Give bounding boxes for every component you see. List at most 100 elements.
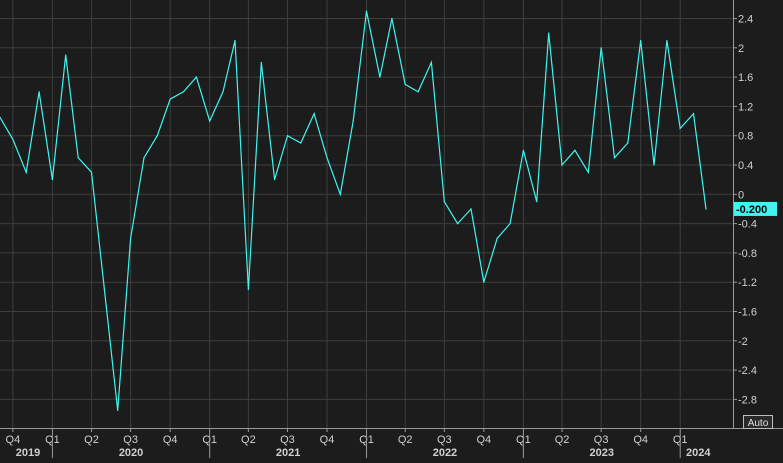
data-point	[417, 91, 419, 93]
data-point	[653, 164, 655, 166]
x-tick-label: Q2	[84, 434, 99, 446]
x-tick-label: Q2	[555, 434, 570, 446]
gridlines	[0, 0, 733, 428]
data-point	[352, 120, 354, 122]
x-axis: Q4 Q1 Q2 Q3 Q4 Q1 Q2 Q3 Q4 Q1 Q2 Q3 Q4 Q1 Q2 Q3 Q4 Q12019…	[0, 428, 783, 459]
data-point	[692, 113, 695, 115]
data-point	[443, 201, 445, 203]
y-tick-label: -0.8	[738, 248, 757, 260]
last-value-badge	[734, 201, 777, 216]
data-point	[483, 281, 485, 283]
x-year-label: 2019	[16, 447, 40, 458]
data-point	[457, 223, 459, 225]
data-point	[666, 39, 668, 42]
x-tick-label: Q2	[241, 434, 256, 446]
y-axis: 2.4 2 1.6 1.2 0.8 0.4 0 -0.4 -0.8 -1.2 -1.6 -2 -2.4 -…	[733, 0, 757, 428]
data-point	[12, 138, 14, 140]
data-point	[209, 120, 211, 122]
data-point	[536, 201, 538, 203]
data-point	[117, 409, 119, 411]
x-tick-label: Q4	[320, 434, 335, 446]
y-tick-label: -0.4	[738, 219, 757, 231]
data-point	[379, 76, 381, 78]
x-tick-label: Q4	[163, 434, 178, 446]
x-tick-label: Q4	[6, 434, 21, 446]
auto-scale-button[interactable]	[743, 415, 773, 429]
data-point	[679, 127, 681, 129]
last-value-label: -0.200	[736, 204, 767, 216]
data-point	[561, 164, 563, 166]
x-tick-label: Q3	[437, 434, 452, 446]
data-point	[705, 208, 707, 210]
data-point	[222, 91, 224, 93]
series	[0, 10, 707, 411]
x-tick-label: Q4	[633, 434, 648, 446]
y-tick-label: 2.4	[738, 14, 753, 26]
y-tick-label: 0.4	[738, 160, 753, 172]
x-tick-label: Q3	[280, 434, 295, 446]
data-point	[313, 113, 315, 115]
data-point	[38, 91, 40, 93]
data-point	[273, 179, 276, 181]
data-point	[247, 288, 249, 291]
data-point	[509, 223, 511, 225]
data-point	[600, 47, 602, 49]
data-point	[548, 32, 550, 34]
x-year-label: 2023	[590, 447, 614, 458]
y-tick-label: 1.6	[738, 72, 753, 84]
data-point	[143, 157, 145, 159]
x-tick-label: Q2	[398, 434, 413, 446]
x-year-label: 2022	[433, 447, 457, 458]
y-tick-label: -1.6	[738, 307, 757, 319]
data-point	[627, 142, 629, 144]
y-tick-label: -2	[738, 336, 748, 348]
overlays: -0.200 Auto	[734, 201, 777, 429]
data-point	[130, 237, 132, 239]
auto-scale-label: Auto	[748, 418, 769, 429]
data-point	[51, 179, 54, 181]
y-tick-label: 1.2	[738, 101, 753, 113]
data-point	[90, 171, 93, 173]
data-point	[286, 135, 289, 137]
y-tick-label: -2.8	[738, 394, 757, 406]
data-point	[574, 149, 576, 151]
y-tick-label: 2	[738, 43, 744, 55]
data-point	[169, 98, 171, 100]
x-axis-panel	[0, 428, 783, 458]
data-point	[430, 61, 433, 64]
data-point	[640, 39, 642, 42]
data-point	[103, 288, 106, 291]
data-point	[77, 157, 79, 159]
y-tick-label: 0.8	[738, 131, 753, 143]
x-tick-label: Q4	[477, 434, 492, 446]
x-tick-label: Q3	[123, 434, 138, 446]
data-point	[234, 39, 236, 42]
data-point	[156, 135, 158, 137]
data-point	[365, 10, 368, 12]
data-point	[496, 237, 498, 239]
data-point	[195, 76, 197, 78]
data-point	[470, 208, 472, 210]
y-tick-label: -1.2	[738, 277, 757, 289]
data-point	[613, 157, 616, 159]
data-point	[260, 61, 262, 64]
data-point	[404, 83, 406, 86]
data-point	[65, 54, 67, 56]
data-point	[300, 142, 302, 144]
data-point	[326, 157, 328, 159]
data-point	[391, 17, 393, 20]
data-point	[587, 171, 589, 173]
x-year-label: 2020	[119, 447, 143, 458]
x-year-label: 2024	[686, 447, 711, 458]
data-point	[522, 149, 524, 151]
data-point	[25, 171, 27, 173]
data-point	[182, 91, 185, 93]
y-tick-label: -2.4	[738, 365, 757, 377]
x-tick-label: Q3	[594, 434, 609, 446]
data-point	[339, 193, 341, 195]
x-year-label: 2021	[276, 447, 300, 458]
y-tick-label: 0	[738, 189, 744, 201]
data-point	[0, 116, 1, 118]
